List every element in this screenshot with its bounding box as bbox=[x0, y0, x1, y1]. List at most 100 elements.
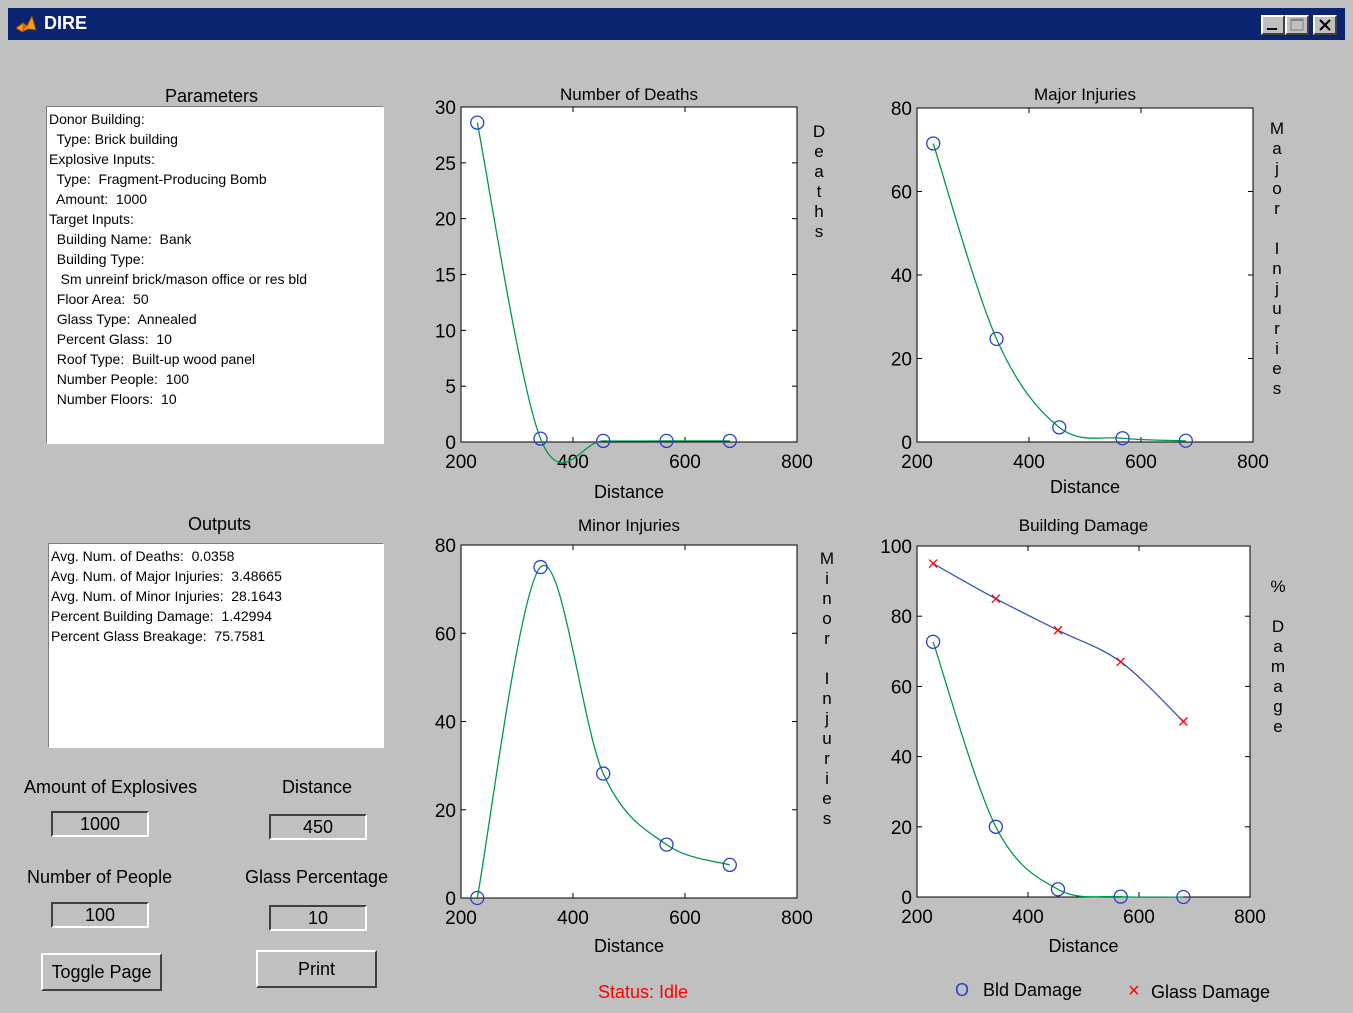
y-tick-label: 80 bbox=[891, 99, 912, 120]
x-tick-label: 200 bbox=[901, 452, 933, 473]
data-point-marker bbox=[722, 433, 737, 449]
data-point-marker bbox=[1176, 889, 1191, 905]
y-tick-label: 20 bbox=[435, 210, 456, 231]
y-axis-label-char: n bbox=[1272, 259, 1281, 278]
explosives-label: Amount of Explosives bbox=[24, 777, 198, 797]
outputs-line: Avg. Num. of Major Injuries: 3.48665 bbox=[51, 568, 282, 584]
close-button[interactable] bbox=[1313, 15, 1337, 35]
y-axis-label-char: n bbox=[822, 589, 831, 608]
series-line bbox=[476, 564, 730, 899]
glass-percentage-label: Glass Percentage bbox=[245, 867, 389, 887]
y-axis-label-char: n bbox=[822, 689, 831, 708]
x-tick-label: 600 bbox=[669, 908, 701, 929]
parameters-line: Number Floors: 10 bbox=[49, 391, 177, 407]
y-tick-label: 60 bbox=[435, 624, 456, 645]
parameters-heading: Parameters bbox=[165, 86, 259, 106]
legend-bld-label: Bld Damage bbox=[983, 980, 1083, 1000]
parameters-line: Type: Fragment-Producing Bomb bbox=[49, 171, 267, 187]
x-tick-label: 400 bbox=[557, 452, 589, 473]
parameters-listbox[interactable]: Donor Building: Type: Brick building Expl… bbox=[46, 106, 384, 444]
minimize-button[interactable] bbox=[1261, 15, 1285, 35]
glass-damage-marker bbox=[1116, 657, 1126, 667]
y-axis-label-char: a bbox=[1272, 139, 1282, 158]
x-tick-label: 400 bbox=[557, 908, 589, 929]
x-axis-label: Distance bbox=[1048, 936, 1118, 956]
glass-percentage-input[interactable]: 10 bbox=[269, 905, 367, 931]
y-axis-label-char: r bbox=[1274, 319, 1280, 338]
x-tick-label: 800 bbox=[1237, 452, 1269, 473]
data-point-marker bbox=[659, 433, 674, 449]
explosives-input[interactable]: 1000 bbox=[51, 811, 149, 837]
data-point-marker bbox=[470, 890, 485, 906]
y-axis-label-char: a bbox=[814, 162, 824, 181]
y-axis-label-char: s bbox=[1273, 379, 1282, 398]
glass-damage-marker bbox=[1178, 717, 1188, 726]
plot-area bbox=[460, 544, 798, 899]
x-axis-label: Distance bbox=[594, 482, 664, 502]
y-axis-label-char: i bbox=[825, 569, 829, 588]
data-point-marker bbox=[596, 766, 611, 781]
x-tick-label: 400 bbox=[1012, 907, 1044, 928]
distance-input[interactable]: 450 bbox=[269, 814, 367, 840]
data-point-marker bbox=[988, 819, 1003, 834]
maximize-button[interactable] bbox=[1285, 15, 1309, 35]
y-axis-label-char: e bbox=[822, 789, 831, 808]
x-tick-label: 800 bbox=[1234, 907, 1266, 928]
y-axis-label-char: u bbox=[1272, 299, 1281, 318]
data-point-marker bbox=[596, 433, 611, 449]
y-axis-label-char: a bbox=[1273, 637, 1283, 656]
y-tick-label: 40 bbox=[891, 748, 912, 769]
parameters-line: Number People: 100 bbox=[49, 371, 190, 387]
data-point-marker bbox=[989, 331, 1004, 347]
y-tick-label: 80 bbox=[435, 536, 456, 557]
y-tick-label: 20 bbox=[891, 350, 912, 371]
plot-area bbox=[916, 107, 1254, 443]
parameters-line: Floor Area: 50 bbox=[49, 291, 149, 307]
x-tick-label: 200 bbox=[901, 907, 933, 928]
parameters-line: Donor Building: bbox=[49, 111, 145, 127]
chart-title: Minor Injuries bbox=[578, 516, 680, 535]
people-label: Number of People bbox=[27, 867, 173, 887]
x-tick-label: 800 bbox=[781, 452, 813, 473]
x-tick-label: 600 bbox=[1125, 452, 1157, 473]
parameters-line: Building Name: Bank bbox=[49, 231, 192, 247]
outputs-heading: Outputs bbox=[188, 514, 252, 534]
legend-glass-label: Glass Damage bbox=[1151, 982, 1271, 1002]
x-axis-label: Distance bbox=[1050, 477, 1120, 497]
y-axis-label-char: h bbox=[814, 202, 823, 221]
parameters-line: Sm unreinf brick/mason office or res bld bbox=[49, 271, 308, 287]
y-axis-label-char: j bbox=[1274, 279, 1279, 298]
y-axis-label-char: i bbox=[1275, 339, 1279, 358]
outputs-listbox[interactable]: Avg. Num. of Deaths: 0.0358 Avg. Num. of … bbox=[48, 543, 384, 748]
outputs-line: Avg. Num. of Deaths: 0.0358 bbox=[51, 548, 235, 564]
y-axis-label-char: u bbox=[822, 729, 831, 748]
y-tick-label: 0 bbox=[901, 433, 912, 454]
x-tick-label: 800 bbox=[781, 908, 813, 929]
data-point-marker bbox=[1115, 431, 1130, 446]
y-tick-label: 30 bbox=[435, 98, 456, 119]
title-bar[interactable]: DIRE bbox=[8, 8, 1345, 40]
parameters-line: Glass Type: Annealed bbox=[49, 311, 197, 327]
data-point-marker bbox=[1052, 420, 1067, 435]
print-button[interactable]: Print bbox=[256, 950, 377, 988]
chart-title: Major Injuries bbox=[1034, 85, 1136, 104]
data-point-marker bbox=[659, 837, 674, 852]
y-axis-label-char: m bbox=[1271, 657, 1285, 676]
y-axis-label-char: e bbox=[1273, 717, 1282, 736]
data-point-marker bbox=[722, 857, 737, 873]
y-tick-label: 100 bbox=[880, 537, 912, 558]
data-point-marker bbox=[1050, 882, 1066, 897]
y-axis-label-char: i bbox=[825, 769, 829, 788]
y-axis-label-char: D bbox=[1272, 617, 1284, 636]
y-tick-label: 15 bbox=[435, 266, 456, 287]
people-input[interactable]: 100 bbox=[51, 902, 149, 928]
y-axis-label-char: e bbox=[814, 142, 823, 161]
matlab-logo-icon bbox=[15, 14, 37, 33]
y-tick-label: 25 bbox=[435, 154, 456, 175]
parameters-line: Explosive Inputs: bbox=[49, 151, 155, 167]
toggle-page-button[interactable]: Toggle Page bbox=[41, 953, 162, 991]
y-axis-label-char: s bbox=[815, 222, 824, 241]
data-point-marker bbox=[925, 634, 941, 649]
series-line bbox=[476, 122, 730, 464]
